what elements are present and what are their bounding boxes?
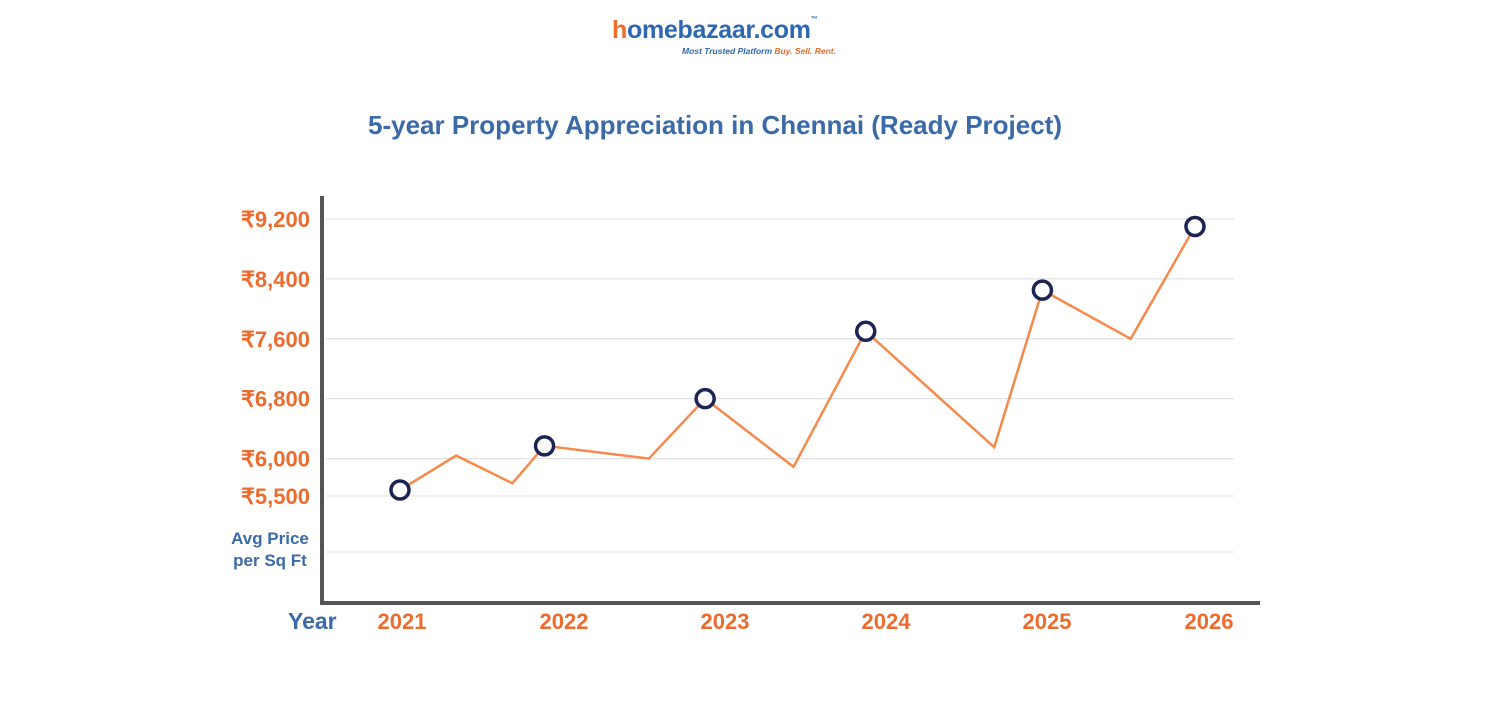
homebazaar-logo: homebazaar.com™ Most Trusted Platform Bu… [612,16,882,62]
logo-tagline: Most Trusted Platform Buy. Sell. Rent. [682,46,836,56]
x-tick-label: 2025 [1023,609,1072,634]
x-tick-label: 2021 [378,609,427,634]
chart-title: 5-year Property Appreciation in Chennai … [368,110,1062,140]
x-axis-label: Year [288,608,337,634]
data-point-marker [694,387,716,410]
y-tick-label: ₹9,200 [241,207,310,232]
y-tick-label: ₹8,400 [241,267,310,292]
data-point-marker [389,479,411,501]
data-point-marker [854,320,877,343]
data-point-marker [533,435,556,457]
y-tick-label: ₹6,000 [241,447,310,472]
x-tick-label: 2026 [1185,609,1234,634]
series-line [399,225,1197,492]
logo-wordmark: homebazaar.com™ [612,16,818,44]
x-tick-label: 2023 [701,609,750,634]
x-tick-label: 2022 [540,609,589,634]
y-tick-label: ₹6,800 [241,387,310,412]
data-point-marker [1184,215,1206,238]
y-tick-label: ₹7,600 [241,327,310,352]
x-tick-label: 2024 [862,609,912,634]
y-tick-label: ₹5,500 [241,484,310,509]
y-axis-label: Avg Price per Sq Ft [231,529,309,570]
data-point-marker [1031,279,1054,301]
